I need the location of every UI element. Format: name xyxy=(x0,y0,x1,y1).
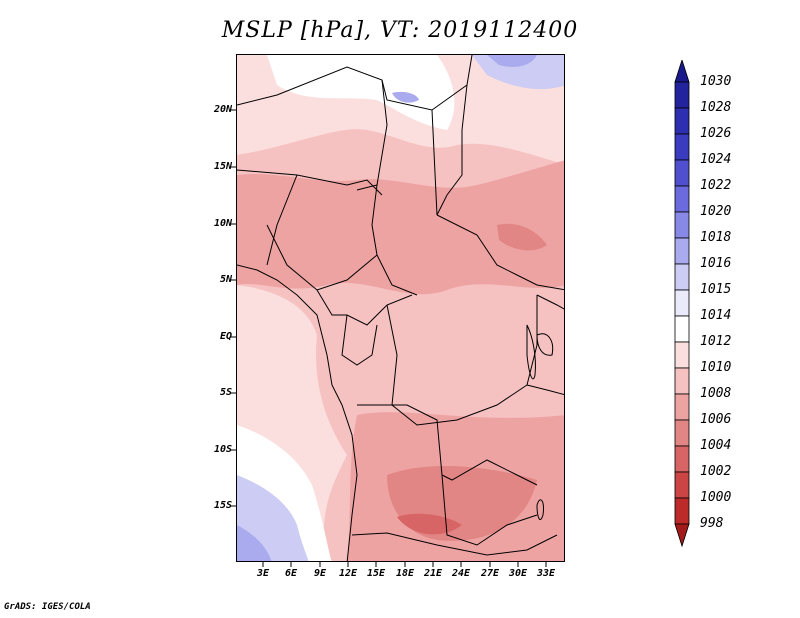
lon-label: 30E xyxy=(508,568,528,579)
colorbar-swatch xyxy=(674,107,690,135)
field-zone-white-north xyxy=(267,55,455,130)
colorbar-swatch xyxy=(674,211,690,239)
colorbar-level-label: 1014 xyxy=(700,308,732,323)
colorbar-level-label: 1002 xyxy=(700,464,732,479)
lake-victoria xyxy=(536,333,554,356)
colorbar-level-label: 1026 xyxy=(700,126,732,141)
colorbar-level-label: 1010 xyxy=(700,360,732,375)
colorbar-level-label: 1030 xyxy=(700,74,732,89)
lat-label: EQ xyxy=(219,331,232,342)
colorbar-swatch xyxy=(674,133,690,161)
lon-label: 27E xyxy=(480,568,500,579)
colorbar-swatch xyxy=(674,471,690,499)
lat-label: 5N xyxy=(219,274,232,285)
colorbar-level-label: 998 xyxy=(700,516,724,531)
colorbar-swatch xyxy=(674,341,690,369)
colorbar-swatch xyxy=(674,263,690,291)
field-zone-blue-ne xyxy=(472,55,564,90)
colorbar-level-label: 1006 xyxy=(700,412,732,427)
colorbar-level-label: 1004 xyxy=(700,438,732,453)
lon-label: 21E xyxy=(423,568,443,579)
lon-label: 24E xyxy=(451,568,471,579)
country-borders xyxy=(237,55,564,556)
colorbar-swatch xyxy=(674,237,690,265)
coastline xyxy=(237,264,358,561)
colorbar-level-label: 1015 xyxy=(700,282,732,297)
lake-tanganyika xyxy=(526,324,536,380)
colorbar-level-label: 1022 xyxy=(700,178,732,193)
lake-malawi xyxy=(536,499,544,520)
colorbar-level-label: 1012 xyxy=(700,334,732,349)
lon-label: 15E xyxy=(366,568,386,579)
colorbar-swatch xyxy=(674,497,690,525)
colorbar-swatch xyxy=(674,393,690,421)
lon-label: 9E xyxy=(313,568,327,579)
field-zone-sahel xyxy=(237,160,564,295)
lon-label: 3E xyxy=(256,568,270,579)
grads-credit: GrADS: IGES/COLA xyxy=(4,602,91,612)
colorbar-level-label: 1008 xyxy=(700,386,732,401)
lat-label: 20N xyxy=(213,104,232,115)
lon-label: 12E xyxy=(338,568,358,579)
colorbar-swatch xyxy=(674,367,690,395)
colorbar-level-label: 1028 xyxy=(700,100,732,115)
colorbar-swatch xyxy=(674,81,690,109)
colorbar-level-label: 1016 xyxy=(700,256,732,271)
colorbar-arrow-bottom xyxy=(674,523,690,548)
map-panel xyxy=(236,54,565,562)
field-zone-blue-ne-inner xyxy=(487,55,537,67)
colorbar-swatch xyxy=(674,315,690,343)
colorbar-level-label: 1018 xyxy=(700,230,732,245)
colorbar-level-label: 1024 xyxy=(700,152,732,167)
lat-label: 5S xyxy=(219,387,232,398)
colorbar-level-label: 1000 xyxy=(700,490,732,505)
lat-label: 15S xyxy=(213,500,232,511)
lon-label: 18E xyxy=(395,568,415,579)
field-zone-sw-blue-inner xyxy=(237,525,272,561)
lat-label: 10N xyxy=(213,218,232,229)
lat-label: 15N xyxy=(213,161,232,172)
lat-label: 10S xyxy=(213,444,232,455)
colorbar-swatch xyxy=(674,185,690,213)
colorbar-swatch xyxy=(674,289,690,317)
colorbar-swatch xyxy=(674,159,690,187)
lon-label: 33E xyxy=(536,568,556,579)
lon-label: 6E xyxy=(284,568,298,579)
colorbar-swatch xyxy=(674,445,690,473)
map-title: MSLP [hPa], VT: 2019112400 xyxy=(221,18,579,43)
colorbar xyxy=(674,60,690,548)
colorbar-arrow-top xyxy=(674,60,690,83)
field-zone-east-low xyxy=(497,223,547,251)
field-zone-blue-patch xyxy=(392,91,419,103)
colorbar-swatch xyxy=(674,419,690,447)
colorbar-level-label: 1020 xyxy=(700,204,732,219)
pressure-field xyxy=(237,55,564,561)
